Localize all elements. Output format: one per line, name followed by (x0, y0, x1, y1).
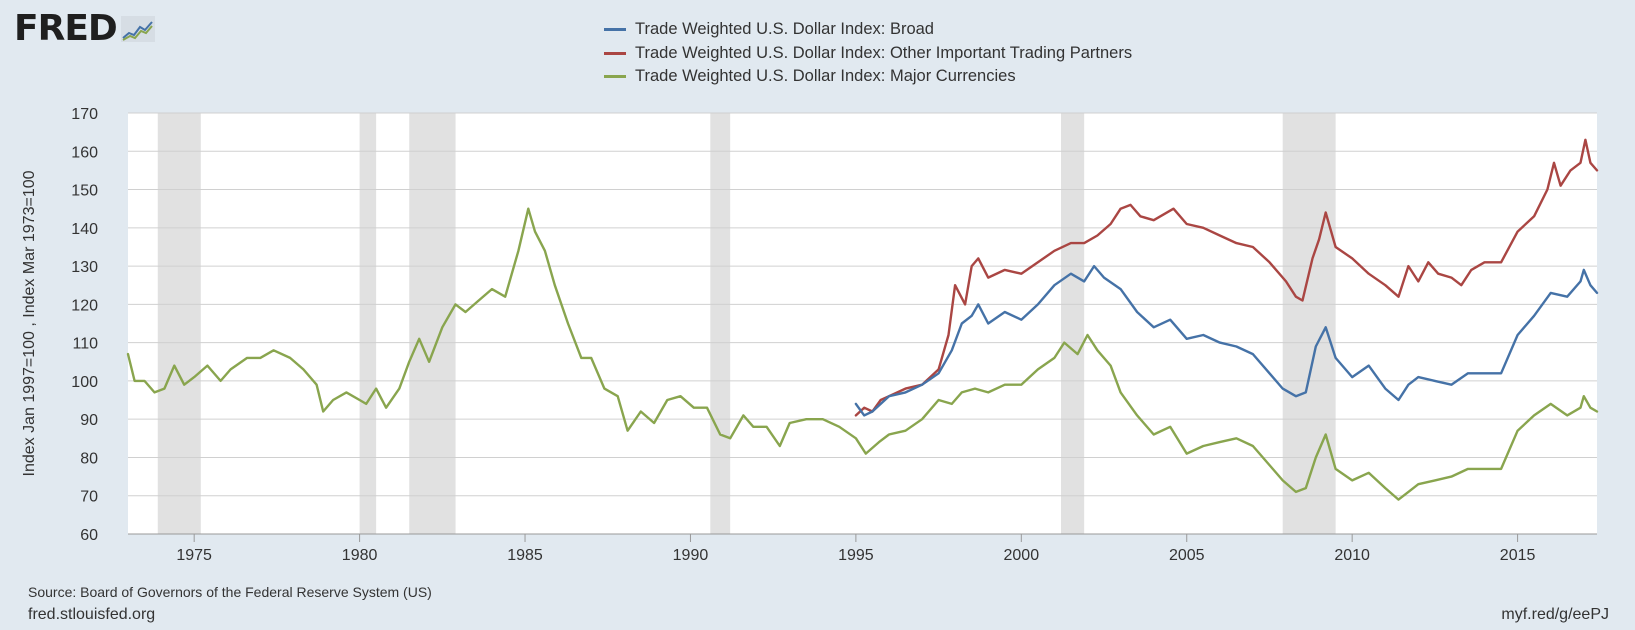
y-tick-label: 110 (72, 336, 98, 353)
y-tick-label: 90 (80, 412, 98, 429)
source-note: Source: Board of Governors of the Federa… (28, 584, 432, 600)
x-tick-label: 1980 (342, 547, 378, 564)
y-tick-label: 170 (71, 106, 98, 123)
recession-band (409, 113, 456, 534)
y-tick-label: 150 (71, 183, 98, 200)
recession-band (359, 113, 377, 534)
legend-item[interactable]: Trade Weighted U.S. Dollar Index: Broad (604, 18, 1132, 42)
y-tick-label: 120 (71, 297, 98, 314)
recession-band (710, 113, 731, 534)
recession-band (1061, 113, 1085, 534)
legend-label: Trade Weighted U.S. Dollar Index: Broad (635, 20, 934, 39)
x-tick-label: 2000 (1004, 547, 1040, 564)
legend-swatch (604, 75, 626, 79)
fred-logo[interactable]: FRED (14, 8, 155, 50)
legend-swatch (604, 28, 626, 32)
legend-item[interactable]: Trade Weighted U.S. Dollar Index: Major … (604, 65, 1132, 89)
series-line (126, 207, 1599, 501)
x-tick-label: 2010 (1334, 547, 1370, 564)
legend-label: Trade Weighted U.S. Dollar Index: Major … (635, 67, 1016, 86)
y-tick-label: 60 (80, 527, 98, 544)
site-link[interactable]: fred.stlouisfed.org (28, 606, 156, 623)
x-tick-label: 1985 (507, 547, 543, 564)
y-tick-label: 130 (71, 259, 98, 276)
y-tick-label: 140 (71, 221, 98, 238)
x-tick-label: 1995 (838, 547, 874, 564)
recession-band (157, 113, 201, 534)
plot-area (128, 113, 1597, 534)
legend-label: Trade Weighted U.S. Dollar Index: Other … (635, 43, 1133, 62)
x-tick-label: 1975 (176, 547, 212, 564)
graph-icon (120, 16, 155, 42)
x-tick-label: 2015 (1500, 547, 1536, 564)
y-tick-label: 70 (80, 489, 98, 506)
y-tick-label: 80 (80, 450, 98, 467)
chart-legend: Trade Weighted U.S. Dollar Index: Broad T… (604, 18, 1132, 89)
x-tick-label: 1990 (673, 547, 709, 564)
y-axis-label: Index Jan 1997=100 , Index Mar 1973=100 (21, 170, 38, 476)
y-tick-label: 100 (71, 374, 98, 391)
series-line (854, 264, 1599, 417)
logo-text: FRED (14, 8, 118, 49)
recession-band (1282, 113, 1336, 534)
series-line (854, 138, 1599, 417)
legend-item[interactable]: Trade Weighted U.S. Dollar Index: Other … (604, 42, 1132, 66)
legend-swatch (604, 51, 626, 55)
x-tick-label: 2005 (1169, 547, 1205, 564)
short-url-link[interactable]: myf.red/g/eePJ (1501, 606, 1609, 623)
y-tick-label: 160 (71, 144, 98, 161)
